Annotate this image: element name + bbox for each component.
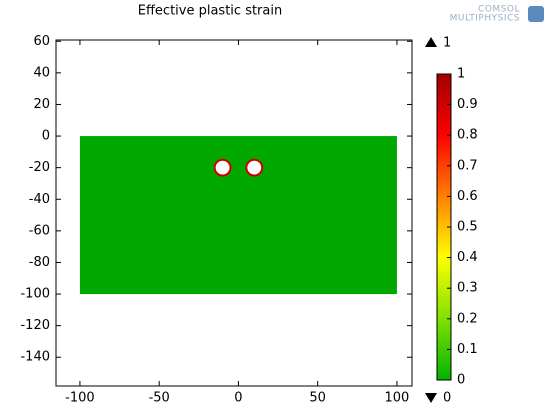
y-tick-label: -40 (29, 192, 50, 207)
plot-frame (55, 39, 413, 387)
plot-area (79, 136, 397, 295)
hole (213, 158, 232, 177)
logo-icon (528, 6, 544, 22)
colorbar-tick-label: 0.3 (457, 281, 478, 296)
colorbar-tick-label: 0.4 (457, 250, 478, 265)
colorbar-tick-label: 0.5 (457, 220, 478, 235)
y-tick-label: -120 (20, 318, 50, 333)
x-tick-label: 0 (234, 391, 242, 406)
x-tick-label: 50 (309, 391, 326, 406)
y-tick-label: 60 (33, 34, 50, 49)
y-tick-label: 40 (33, 65, 50, 80)
y-tick-label: 0 (42, 129, 50, 144)
colorbar-tick-label: 0.6 (457, 189, 478, 204)
colorbar-tick-label: 0.7 (457, 158, 478, 173)
logo: MULTIPHYSICS (450, 14, 520, 24)
y-tick-label: 20 (33, 97, 50, 112)
min-marker (425, 393, 437, 403)
colorbar-tick-label: 1 (457, 67, 465, 82)
max-label: 1 (443, 36, 451, 51)
colorbar-tick-label: 0 (457, 373, 465, 388)
colorbar-tick-label: 0.2 (457, 311, 478, 326)
min-label: 0 (443, 391, 451, 406)
x-tick-label: -100 (65, 391, 95, 406)
max-marker (425, 37, 437, 47)
chart-title: Effective plastic strain (138, 4, 282, 19)
domain (79, 136, 397, 295)
hole (245, 158, 264, 177)
y-tick-label: -60 (29, 223, 50, 238)
y-tick-label: -140 (20, 350, 50, 365)
logo: COMSOL (478, 5, 520, 15)
y-tick-label: -20 (29, 160, 50, 175)
y-tick-label: -80 (29, 255, 50, 270)
colorbar-tick-label: 0.1 (457, 342, 478, 357)
x-tick-label: 100 (385, 391, 410, 406)
colorbar-tick-label: 0.8 (457, 128, 478, 143)
y-tick-label: -100 (20, 287, 50, 302)
x-tick-label: -50 (149, 391, 170, 406)
colorbar-tick-label: 0.9 (457, 97, 478, 112)
